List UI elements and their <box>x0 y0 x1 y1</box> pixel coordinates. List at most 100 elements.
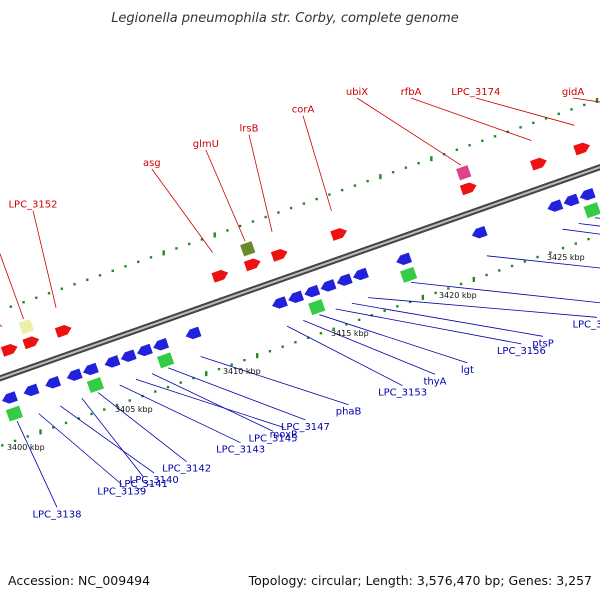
position-ticks: 3400 kbp 3405 kbp 3410 kbp 3415 kbp 3420 kbp… <box>7 253 585 452</box>
forward-track-dot <box>417 162 420 165</box>
reverse-gene-arrow <box>45 376 62 389</box>
forward-track-dot <box>532 121 535 125</box>
forward-track-dot <box>328 193 331 196</box>
reverse-track-dot <box>64 421 68 425</box>
forward-label-connector <box>248 134 273 232</box>
reverse-gene-arrow <box>579 187 596 201</box>
forward-gene-label: ubiX <box>346 87 368 98</box>
reverse-track-dot <box>179 381 182 384</box>
reverse-gene-label: LPC_3153 <box>378 388 427 399</box>
reverse-gene-arrow <box>471 225 488 239</box>
forward-track-dot <box>404 166 408 169</box>
reverse-gene-label: LPC_3140 <box>130 475 179 486</box>
forward-gene-arrow-shape <box>0 343 18 357</box>
reverse-track-dot <box>26 435 29 438</box>
reverse-gene-arrow <box>288 290 305 303</box>
forward-label-connector <box>475 97 575 126</box>
forward-gene-arrow-shape <box>530 157 547 171</box>
reverse-gene-label: LPC_3143 <box>216 445 265 456</box>
reverse-track-dot <box>498 269 501 272</box>
reverse-track-dot <box>39 429 42 435</box>
reverse-track-dot <box>421 294 425 300</box>
reverse-label-connector <box>351 302 544 337</box>
reverse-label-connector <box>562 228 600 235</box>
reverse-track-dot <box>230 363 233 366</box>
forward-track-dot <box>251 220 255 223</box>
reverse-label-connector <box>578 223 600 227</box>
reverse-gene-arrow-shape <box>153 338 170 351</box>
reverse-track-dot <box>103 408 106 411</box>
forward-track-dot <box>302 202 306 205</box>
reverse-feature-block-shape <box>308 299 326 316</box>
forward-label-connector <box>572 97 600 103</box>
forward-label-connector <box>410 97 532 141</box>
reverse-gene-label: ptsP <box>532 338 554 349</box>
reverse-track-dot <box>574 242 577 245</box>
forward-track-dot <box>238 224 242 228</box>
reverse-gene-arrow-shape <box>2 391 18 404</box>
reverse-gene-arrow <box>396 252 413 265</box>
gene-labels: dusBLPC_3149LPC_3150priALPC_3152asgglmUl… <box>0 87 600 520</box>
reverse-label-connector <box>119 384 241 444</box>
forward-gene-arrow <box>270 248 288 262</box>
reverse-label-connector <box>486 255 600 269</box>
reverse-label-connector <box>38 413 123 485</box>
reverse-gene-label: phaB <box>336 407 362 418</box>
kbp-tick-label: 3420 kbp <box>439 291 477 300</box>
forward-gene-arrow <box>530 157 547 171</box>
reverse-feature-block <box>5 405 24 422</box>
reverse-feature-block <box>400 266 418 283</box>
reverse-feature-block <box>583 202 600 219</box>
reverse-track-dot <box>13 439 17 443</box>
forward-gene-arrow <box>22 336 40 350</box>
reverse-gene-arrow-shape <box>185 326 202 340</box>
reverse-gene-arrow <box>104 355 121 368</box>
reverse-gene-arrow-shape <box>45 376 62 389</box>
forward-gene-arrow <box>211 269 229 283</box>
reverse-gene-arrow-shape <box>353 267 369 281</box>
reverse-track-dot <box>587 237 590 241</box>
forward-track-dot <box>430 156 433 162</box>
forward-gene-label: corA <box>292 105 315 116</box>
gene-features <box>0 142 600 422</box>
forward-track-dot <box>493 135 497 138</box>
reverse-label-connector <box>335 308 522 345</box>
reverse-gene-label: lgt <box>461 365 474 376</box>
reverse-gene-arrow-shape <box>120 349 137 362</box>
forward-track-dot <box>289 206 293 210</box>
reverse-track-dot <box>192 376 195 380</box>
reverse-track-dot <box>332 327 335 330</box>
reverse-feature-block-shape <box>157 352 175 369</box>
reverse-track-dot <box>357 318 361 322</box>
reverse-track-dot <box>281 345 284 348</box>
reverse-gene-label: LPC_3139 <box>97 486 146 497</box>
forward-gene-arrow <box>573 142 590 156</box>
forward-label-connector <box>0 324 3 328</box>
forward-track-dot <box>340 188 344 192</box>
reverse-track-dot <box>523 260 527 263</box>
forward-gene-arrow-shape <box>573 142 590 156</box>
forward-track-dot <box>315 197 318 201</box>
forward-track-dot <box>22 301 25 304</box>
reverse-label-connector <box>60 405 155 474</box>
reverse-gene-label: LPC_3156 <box>497 346 546 357</box>
forward-feature-block-shape <box>18 319 34 335</box>
reverse-gene-arrow-shape <box>563 193 580 207</box>
forward-track-dot <box>226 229 229 232</box>
reverse-label-connector <box>168 367 306 421</box>
genome-backbone <box>0 164 600 382</box>
forward-track-dot <box>481 139 484 142</box>
reverse-gene-arrow <box>320 279 337 292</box>
forward-track-dot <box>353 184 357 187</box>
reverse-gene-arrow <box>304 284 321 298</box>
reverse-track-dot <box>243 358 246 362</box>
reverse-gene-arrow <box>353 267 369 281</box>
reverse-track-dot <box>396 305 399 308</box>
kbp-tick-label: 3400 kbp <box>7 443 45 452</box>
reverse-track-dot <box>434 291 437 295</box>
forward-gene-arrow <box>54 324 72 338</box>
forward-track-dot <box>391 170 395 174</box>
forward-track-dot <box>86 278 89 281</box>
forward-track-dot <box>73 283 76 286</box>
